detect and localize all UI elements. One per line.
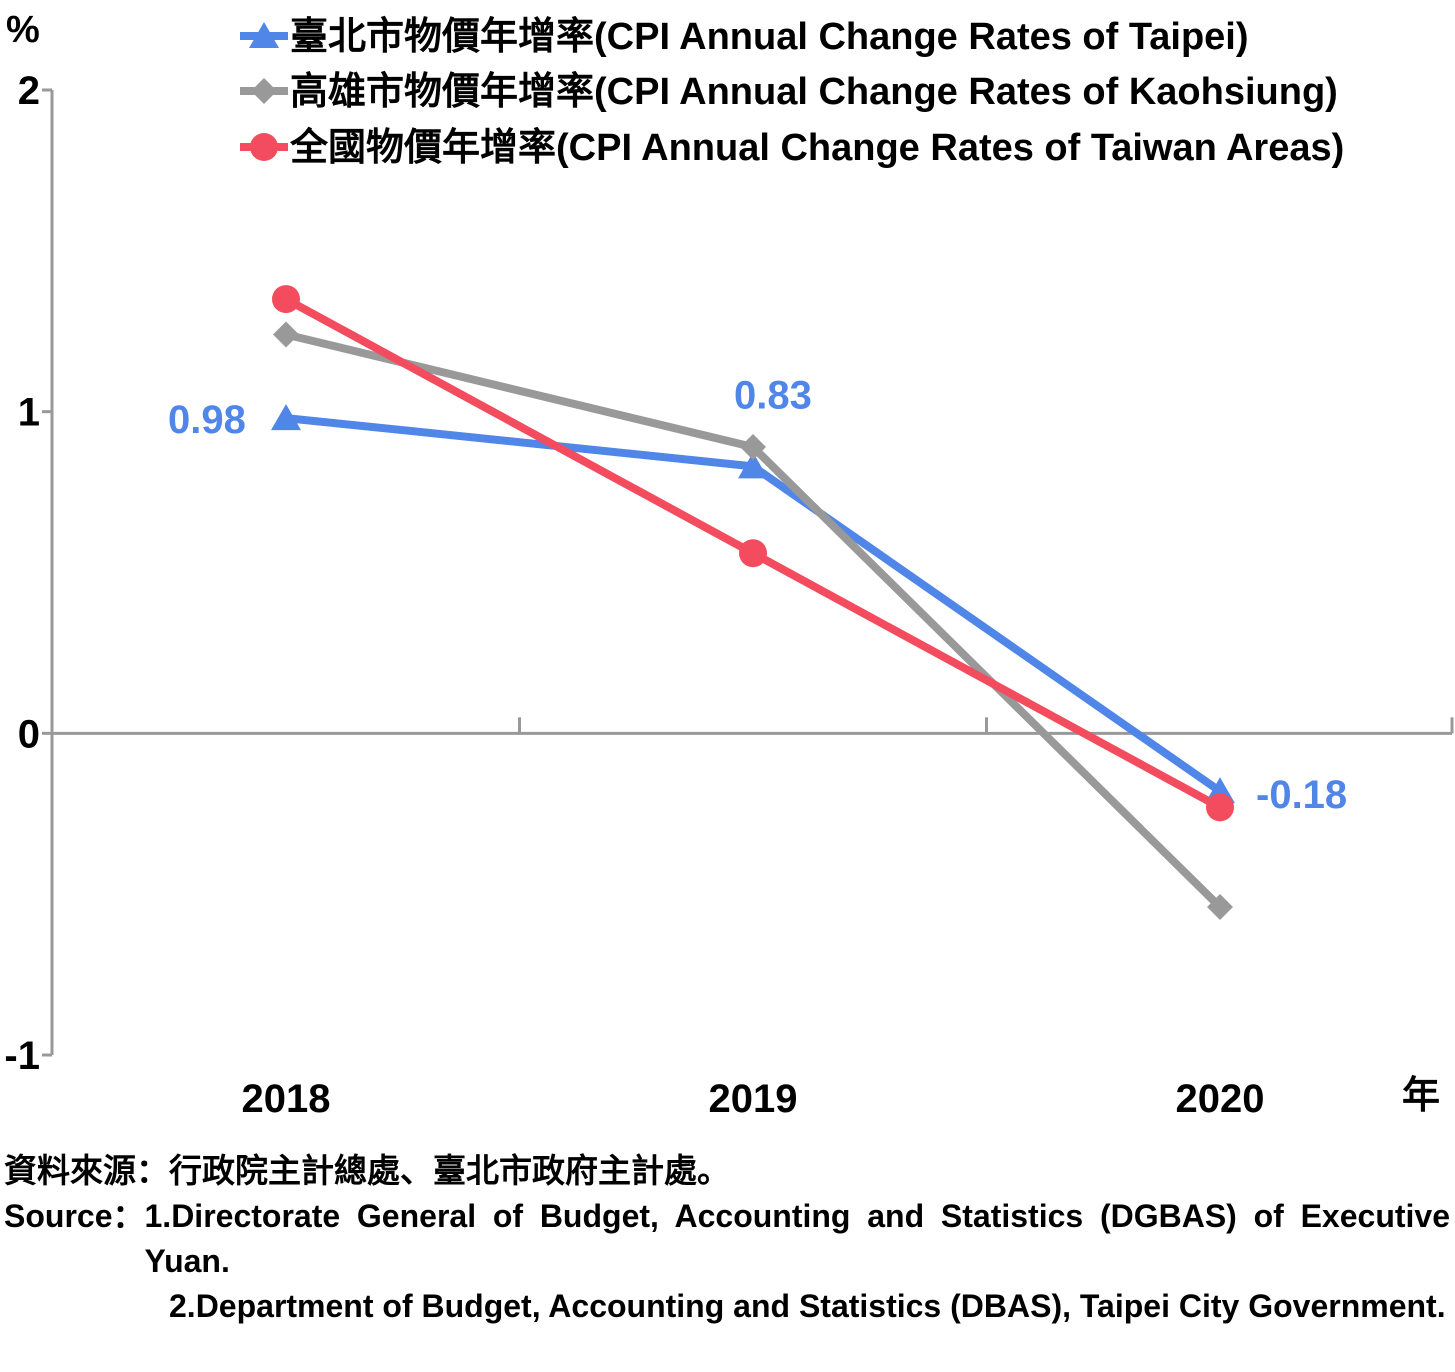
data-label: 0.83 xyxy=(734,373,812,417)
legend-label: 臺北市物價年增率(CPI Annual Change Rates of Taip… xyxy=(290,16,1249,58)
y-unit-label: % xyxy=(6,9,40,51)
x-tick-label: 2018 xyxy=(242,1077,331,1121)
line-chart: -1 0 1 2 2018 2019 2020% 年 0.98 0.83 -0.18 臺北市物價年… xyxy=(4,9,1454,1121)
series-circle xyxy=(272,285,1234,822)
legend-item: 高雄市物價年增率(CPI Annual Change Rates of Kaoh… xyxy=(240,71,1338,113)
source-lead: Source： xyxy=(4,1198,145,1234)
series-diamond xyxy=(273,321,1233,921)
series-line xyxy=(285,330,1223,910)
data-label: 0.98 xyxy=(168,398,246,442)
data-point xyxy=(273,321,299,348)
series-triangle xyxy=(271,404,1235,804)
data-point xyxy=(739,539,767,568)
legend-item: 全國物價年增率(CPI Annual Change Rates of Taiwa… xyxy=(240,126,1344,169)
source-item-2: 2.Department of Budget, Accounting and S… xyxy=(169,1288,1446,1324)
source-chinese: 資料來源：行政院主計總處、臺北市政府主計處。 xyxy=(4,1152,730,1189)
y-tick-label: 0 xyxy=(18,712,40,756)
data-point xyxy=(738,452,768,479)
chart-axes: -1 0 1 2 2018 2019 2020% 年 xyxy=(4,9,1454,1121)
x-unit-label: 年 xyxy=(1402,1075,1440,1117)
data-point xyxy=(740,434,766,461)
x-tick-label: 2019 xyxy=(709,1077,798,1121)
data-point xyxy=(272,285,300,314)
data-point xyxy=(1207,894,1233,921)
y-tick-label: 2 xyxy=(18,69,40,113)
source-english-line1: Source： 1.Directorate General of Budget,… xyxy=(4,1194,1450,1284)
y-tick-label: 1 xyxy=(18,391,40,435)
data-label: -0.18 xyxy=(1256,773,1347,817)
chart-series: 0.98 0.83 -0.18 xyxy=(168,285,1347,921)
source-item-1: 1.Directorate General of Budget, Account… xyxy=(144,1198,1451,1279)
source-note: 資料來源：行政院主計總處、臺北市政府主計處。 Source： 1.Directo… xyxy=(4,1148,1450,1329)
chart-legend: 臺北市物價年增率(CPI Annual Change Rates of Taip… xyxy=(240,16,1344,169)
y-tick-label: -1 xyxy=(4,1034,40,1078)
legend-item: 臺北市物價年增率(CPI Annual Change Rates of Taip… xyxy=(240,16,1249,58)
legend-marker xyxy=(249,22,279,48)
legend-marker xyxy=(251,78,277,104)
x-tick-label: 2020 xyxy=(1176,1077,1265,1121)
data-point xyxy=(271,404,301,431)
legend-label: 高雄市物價年增率(CPI Annual Change Rates of Kaoh… xyxy=(290,71,1338,113)
legend-label: 全國物價年增率(CPI Annual Change Rates of Taiwa… xyxy=(289,126,1344,169)
data-point xyxy=(1206,793,1234,822)
legend-marker xyxy=(250,133,278,161)
